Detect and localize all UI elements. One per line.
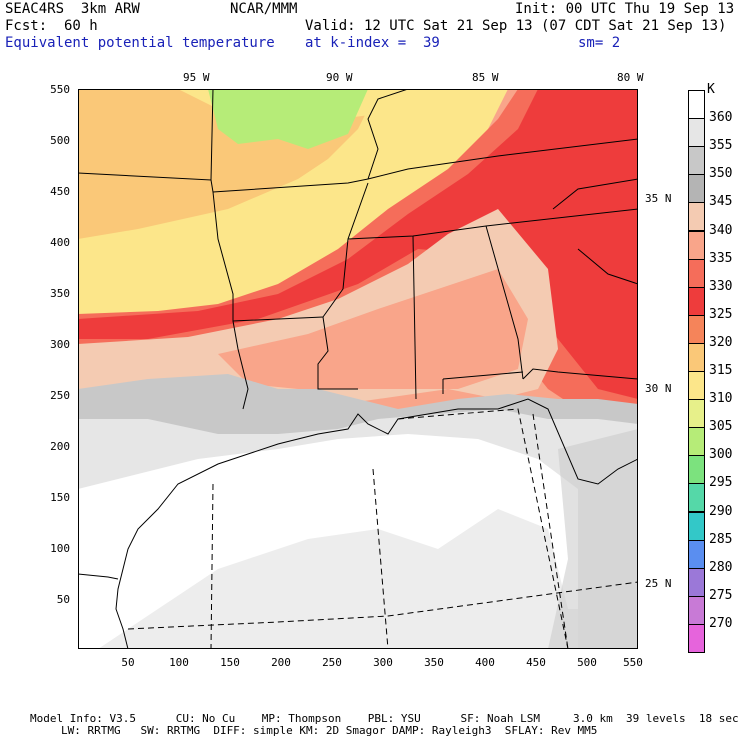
colorbar-swatch [688, 595, 705, 625]
colorbar-label: 275 [709, 587, 733, 603]
x-tick: 150 [220, 656, 240, 669]
y-tick: 150 [50, 491, 70, 504]
colorbar-label: 315 [709, 363, 733, 378]
colorbar-swatch [688, 623, 705, 653]
colorbar-swatch [688, 427, 705, 457]
colorbar-label: 290 [709, 503, 733, 519]
colorbar-label: 355 [709, 138, 733, 154]
colorbar-swatch [688, 371, 705, 401]
level-label: at k-index = 39 [305, 35, 440, 51]
y-tick: 250 [50, 389, 70, 402]
y-tick: 200 [50, 440, 70, 453]
x-tick: 400 [475, 656, 495, 669]
x-tick: 450 [526, 656, 546, 669]
colorbar-unit: K [707, 82, 715, 97]
lon-label: 95 W [183, 71, 210, 84]
colorbar-label: 310 [709, 391, 733, 407]
valid-time: Valid: 12 UTC Sat 21 Sep 13 (07 CDT Sat … [305, 18, 727, 34]
colorbar-swatch [688, 483, 705, 513]
colorbar-label: 330 [709, 278, 733, 294]
forecast-hour: Fcst: 60 h [5, 18, 98, 34]
colorbar-swatch [688, 539, 705, 569]
y-tick: 300 [50, 338, 70, 351]
colorbar-label: 350 [709, 166, 733, 182]
colorbar-label: 325 [709, 306, 733, 322]
lon-label: 80 W [617, 71, 644, 84]
colorbar-label: 270 [709, 615, 733, 631]
colorbar-label: 340 [709, 222, 733, 238]
map-panel [78, 89, 638, 649]
colorbar-swatch [688, 230, 705, 260]
model-title: SEAC4RS 3km ARW [5, 1, 140, 17]
colorbar-swatch [688, 202, 705, 232]
y-tick: 450 [50, 185, 70, 198]
colorbar-swatch [688, 118, 705, 148]
y-tick: 400 [50, 236, 70, 249]
y-tick: 500 [50, 134, 70, 147]
colorbar-swatch [688, 511, 705, 541]
colorbar-swatch [688, 314, 705, 344]
colorbar-swatch [688, 174, 705, 204]
colorbar-label: 345 [709, 194, 733, 210]
colorbar-label: 320 [709, 334, 733, 350]
smoothing-label: sm= 2 [578, 35, 621, 51]
colorbar-swatch [688, 286, 705, 316]
colorbar-label: 295 [709, 475, 733, 491]
colorbar-swatch [688, 146, 705, 176]
x-tick: 100 [169, 656, 189, 669]
x-tick: 50 [121, 656, 135, 669]
x-tick: 350 [424, 656, 444, 669]
colorbar-swatch [688, 567, 705, 597]
lat-label: 35 N [645, 192, 672, 205]
colorbar-label: 305 [709, 419, 733, 435]
theta-e-map [78, 89, 638, 649]
model-info-line2: LW: RRTMG SW: RRTMG DIFF: simple KM: 2D … [61, 724, 598, 737]
init-time: Init: 00 UTC Thu 19 Sep 13 [515, 1, 735, 17]
colorbar-swatch [688, 455, 705, 485]
lat-label: 25 N [645, 577, 672, 590]
x-tick: 200 [271, 656, 291, 669]
model-info-line1: Model Info: V3.5 CU: No Cu MP: Thompson … [30, 712, 739, 725]
colorbar-label: 300 [709, 447, 733, 463]
y-tick: 50 [56, 593, 70, 606]
field-name: Equivalent potential temperature [5, 35, 275, 51]
y-tick: 550 [50, 83, 70, 96]
colorbar-swatch [688, 90, 705, 120]
x-tick: 250 [322, 656, 342, 669]
map-frame [78, 89, 638, 649]
colorbar-label: 335 [709, 250, 733, 266]
colorbar-label: 280 [709, 559, 733, 575]
lat-label: 30 N [645, 382, 672, 395]
organization-label: NCAR/MMM [230, 1, 298, 17]
lon-label: 85 W [472, 71, 499, 84]
y-tick: 100 [50, 542, 70, 555]
lon-label: 90 W [326, 71, 353, 84]
colorbar-label: 285 [709, 531, 733, 547]
x-tick: 550 [623, 656, 643, 669]
colorbar-swatch [688, 399, 705, 429]
x-tick: 500 [577, 656, 597, 669]
colorbar-swatch [688, 258, 705, 288]
colorbar-swatch [688, 342, 705, 372]
colorbar-label: 360 [709, 110, 733, 126]
x-tick: 300 [373, 656, 393, 669]
y-tick: 350 [50, 287, 70, 300]
